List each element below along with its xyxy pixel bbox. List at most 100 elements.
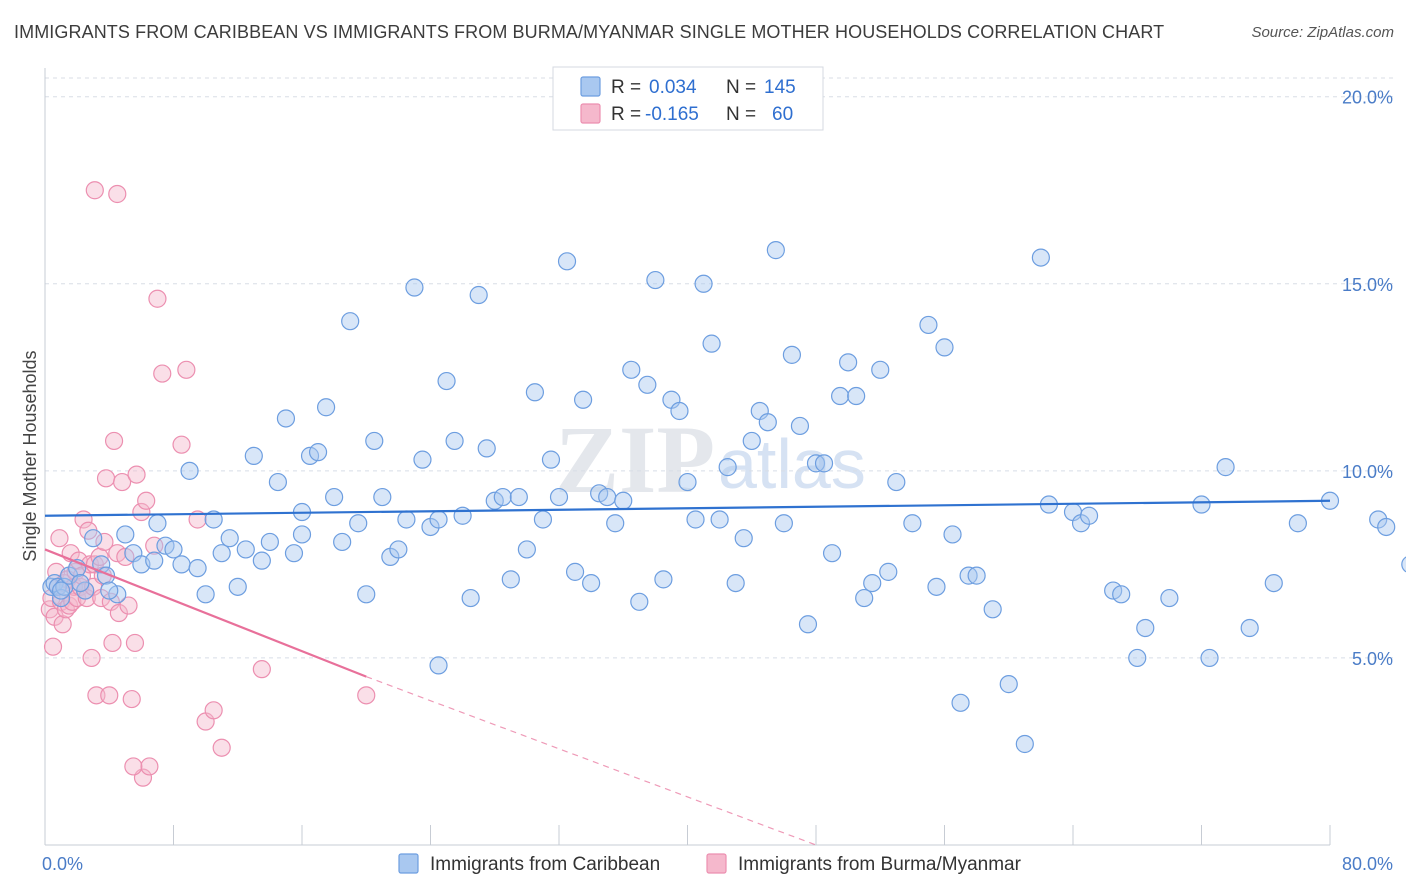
point-caribbean (1079, 506, 1099, 525)
point-caribbean (630, 592, 649, 611)
point-caribbean (276, 409, 296, 428)
point-caribbean (822, 544, 842, 563)
point-caribbean (646, 270, 665, 290)
point-caribbean (469, 285, 488, 305)
point-burma (153, 364, 172, 383)
point-caribbean (710, 510, 729, 529)
point-caribbean (863, 573, 882, 593)
point-caribbean (445, 431, 464, 451)
legend-swatch-pink (580, 103, 601, 124)
legend-n-value-1: 145 (764, 77, 796, 98)
chart-title: IMMIGRANTS FROM CARIBBEAN VS IMMIGRANTS … (14, 22, 1165, 42)
point-burma (82, 648, 101, 668)
gridlines (45, 77, 1395, 659)
point-caribbean (51, 588, 71, 608)
point-caribbean (1288, 514, 1307, 533)
point-caribbean (1160, 588, 1179, 608)
point-burma (204, 701, 223, 720)
point-caribbean (847, 386, 866, 406)
point-caribbean (766, 241, 785, 260)
point-caribbean (622, 360, 641, 379)
point-burma (100, 686, 119, 705)
point-burma (43, 637, 63, 656)
point-caribbean (260, 532, 279, 552)
point-caribbean (220, 529, 239, 548)
point-burma (77, 588, 96, 608)
point-caribbean (405, 278, 424, 297)
point-caribbean (461, 588, 480, 608)
point-burma (252, 660, 271, 679)
point-caribbean (1401, 556, 1406, 573)
legend-r-label-1: R = (611, 77, 641, 98)
point-caribbean (830, 386, 850, 406)
bottom-legend-swatch-pink (706, 853, 727, 874)
point-burma (85, 181, 104, 200)
point-caribbean (1112, 585, 1131, 604)
legend-n-label-1: N = (726, 77, 756, 98)
point-caribbean (943, 525, 962, 544)
point-burma (95, 532, 114, 552)
series-burma-points (40, 181, 376, 787)
point-caribbean (798, 615, 818, 634)
point-caribbean (919, 315, 938, 335)
point-caribbean (308, 443, 328, 462)
point-caribbean (365, 431, 384, 451)
legend-n-label-2: N = (726, 104, 756, 125)
point-burma (109, 603, 128, 623)
point-caribbean (172, 555, 191, 574)
point-caribbean (654, 570, 673, 589)
point-caribbean (557, 252, 577, 271)
point-burma (177, 360, 196, 379)
point-caribbean (252, 551, 271, 570)
point-caribbean (429, 510, 448, 529)
point-caribbean (541, 450, 561, 469)
trend-line-burma-extrapolated (366, 676, 817, 846)
point-caribbean (951, 693, 970, 712)
legend-r-label-2: R = (611, 104, 641, 125)
legend-swatch-blue (580, 76, 601, 97)
bottom-legend-label-caribbean: Immigrants from Caribbean (430, 854, 660, 875)
point-caribbean (533, 510, 553, 529)
point-caribbean (188, 559, 207, 578)
point-caribbean (606, 514, 625, 533)
point-burma (125, 633, 145, 653)
trend-line-caribbean (44, 499, 1331, 517)
point-caribbean (726, 573, 745, 593)
point-caribbean (582, 573, 601, 593)
point-caribbean (100, 581, 119, 600)
point-caribbean (284, 544, 304, 563)
trend-line-burma (44, 548, 367, 678)
point-caribbean (145, 551, 164, 570)
point-caribbean (1240, 618, 1259, 638)
point-caribbean (814, 454, 834, 473)
point-caribbean (268, 472, 288, 492)
point-caribbean (903, 514, 922, 533)
point-caribbean (678, 472, 697, 492)
point-caribbean (333, 532, 352, 552)
source-credit: Source: ZipAtlas.com (1251, 24, 1394, 41)
point-burma (53, 615, 72, 634)
point-caribbean (116, 525, 135, 544)
point-burma (122, 689, 141, 709)
point-caribbean (1192, 495, 1211, 514)
axes: 5.0% 10.0% 15.0% 20.0% (44, 68, 1393, 846)
point-caribbean (509, 487, 528, 507)
point-caribbean (180, 461, 199, 480)
point-caribbean (1216, 458, 1235, 477)
point-caribbean (292, 525, 312, 544)
point-caribbean (758, 413, 777, 432)
point-caribbean (927, 577, 946, 596)
point-burma (124, 757, 143, 776)
point-burma (137, 491, 156, 510)
bottom-legend-label-burma: Immigrants from Burma/Myanmar (738, 854, 1022, 875)
x-tick-label-max: 80.0% (1342, 854, 1393, 874)
point-caribbean (493, 487, 512, 507)
point-caribbean (879, 562, 898, 581)
point-caribbean (84, 529, 103, 548)
point-burma (104, 431, 124, 451)
point-caribbean (228, 577, 247, 596)
point-burma (140, 757, 159, 776)
y-tick-label: 5.0% (1352, 649, 1393, 669)
watermark-zip: ZIP (555, 406, 715, 513)
point-caribbean (373, 487, 392, 507)
